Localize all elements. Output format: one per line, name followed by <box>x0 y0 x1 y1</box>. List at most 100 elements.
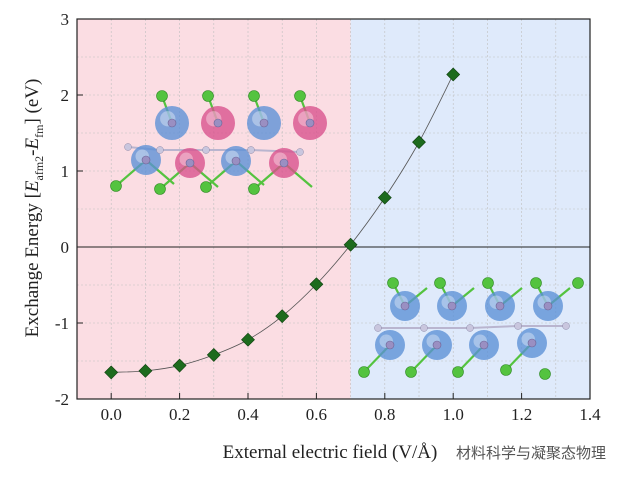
data-point <box>241 332 255 347</box>
y-tick-label: 1 <box>61 162 70 181</box>
spin-density-up-metal-atom <box>543 301 553 311</box>
data-markers <box>104 67 461 380</box>
x-tick-label: 0.6 <box>306 405 327 424</box>
ligand-atom <box>110 180 122 192</box>
x-tick-label: 0.4 <box>237 405 259 424</box>
x-tick-label: 0.0 <box>101 405 122 424</box>
spin-density-up-metal-atom <box>400 301 410 311</box>
spin-density-up-metal-atom <box>141 155 151 165</box>
x-tick-label: 1.2 <box>511 405 532 424</box>
small-atom <box>296 148 304 156</box>
ligand-atom <box>294 90 306 102</box>
spin-density-down-metal-atom <box>185 158 195 168</box>
spin-density-up-metal-atom <box>231 156 241 166</box>
small-atom <box>202 146 210 154</box>
ligand-atom <box>387 277 399 289</box>
spin-density-up <box>155 106 189 140</box>
spin-density-down-metal-atom <box>213 118 223 128</box>
ligand-atom <box>405 366 417 378</box>
data-point <box>343 237 358 252</box>
data-point <box>206 347 221 362</box>
spin-density-down <box>175 148 205 178</box>
x-axis-label: External electric field (V/Å) <box>223 442 438 463</box>
small-atom <box>562 322 570 330</box>
ligand-atom <box>482 277 494 289</box>
spin-density-up <box>517 328 547 358</box>
x-tick-label: 1.4 <box>579 405 601 424</box>
spin-density-down <box>293 106 327 140</box>
spin-density-up <box>437 291 467 321</box>
spin-density-up <box>533 291 563 321</box>
ligand-atom <box>530 277 542 289</box>
y-axis-ticks: -2 -1 0 1 2 3 <box>55 10 83 409</box>
spin-density-down-metal-atom <box>305 118 315 128</box>
watermark-text: 材料科学与凝聚态物理 <box>456 444 606 462</box>
x-axis-ticks: 0.0 0.2 0.4 0.6 0.8 1.0 1.2 1.4 <box>101 393 601 424</box>
y-axis-label: Exchange Energy [Eafm2-Efm] (eV) <box>22 79 46 338</box>
spin-density-up-metal-atom <box>432 340 442 350</box>
data-point <box>104 365 119 380</box>
spin-density-up <box>469 330 499 360</box>
y-axis-label-main: Exchange Energy [ <box>22 192 43 337</box>
spin-density-up-metal-atom <box>495 301 505 311</box>
spin-density-up-metal-atom <box>259 118 269 128</box>
data-point <box>412 135 426 150</box>
spin-density-up-metal-atom <box>167 118 177 128</box>
y-axis-label-symbol-2: E <box>22 137 43 150</box>
y-tick-label: -1 <box>55 314 69 333</box>
spin-density-up <box>131 145 161 175</box>
spin-density-up <box>485 291 515 321</box>
small-atom <box>374 324 382 332</box>
y-tick-label: 2 <box>61 86 70 105</box>
spin-density-up <box>247 106 281 140</box>
ligand-atom <box>434 277 446 289</box>
y-axis-label-dash: - <box>22 149 43 155</box>
ligand-atom <box>500 364 512 376</box>
plot-frame <box>76 18 591 400</box>
x-tick-label: 0.8 <box>374 405 395 424</box>
ligand-atom <box>200 181 212 193</box>
y-axis-label-subscript-1: afm2 <box>32 156 46 181</box>
small-atom <box>247 146 255 154</box>
y-tick-label: -2 <box>55 390 69 409</box>
x-tick-label: 1.0 <box>443 405 464 424</box>
ligand-atom <box>572 277 584 289</box>
ligand-atom <box>539 368 551 380</box>
ligand-atom <box>202 90 214 102</box>
y-axis-label-subscript-2: fm <box>32 124 46 138</box>
ligand-atom <box>248 183 260 195</box>
small-atom <box>124 143 132 151</box>
spin-density-inset-fm <box>358 277 584 380</box>
spin-density-down-metal-atom <box>279 158 289 168</box>
data-point <box>138 363 153 378</box>
ligand-atom <box>452 366 464 378</box>
spin-density-down <box>201 106 235 140</box>
ligand-atom <box>248 90 260 102</box>
small-atom <box>466 324 474 332</box>
spin-density-up <box>221 146 251 176</box>
x-tick-label: 0.2 <box>169 405 190 424</box>
y-axis-label-symbol-1: E <box>22 180 43 193</box>
data-point <box>446 67 461 82</box>
spin-density-inset-afm2 <box>110 90 327 195</box>
small-atom <box>514 322 522 330</box>
y-tick-label: 0 <box>61 238 70 257</box>
spin-density-up <box>390 291 420 321</box>
small-atom <box>420 324 428 332</box>
spin-density-down <box>269 148 299 178</box>
y-tick-label: 3 <box>61 10 70 29</box>
spin-density-up-metal-atom <box>447 301 457 311</box>
data-point <box>309 277 324 292</box>
spin-density-up-metal-atom <box>479 340 489 350</box>
spin-density-up-metal-atom <box>385 340 395 350</box>
spin-density-up <box>375 330 405 360</box>
small-atom <box>156 146 164 154</box>
data-point <box>172 358 187 373</box>
ligand-atom <box>156 90 168 102</box>
data-point <box>377 190 392 205</box>
spin-density-up <box>422 330 452 360</box>
ligand-atom <box>154 183 166 195</box>
spin-density-up-metal-atom <box>527 338 537 348</box>
data-point <box>275 309 290 324</box>
